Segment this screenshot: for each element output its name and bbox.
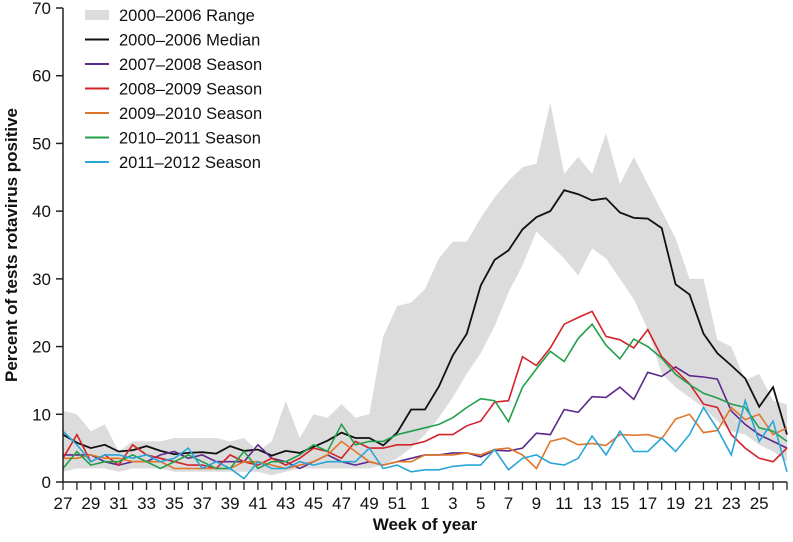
legend: 2000–2006 Range 2000–2006 Median 2007–2008…: [85, 7, 262, 172]
x-tick-label: 43: [276, 494, 295, 513]
x-tick-label: 25: [750, 494, 769, 513]
legend-label: 2008–2009 Season: [119, 81, 262, 99]
x-tick-label: 7: [504, 494, 513, 513]
legend-label: 2009–2010 Season: [119, 105, 262, 123]
x-tick-label: 29: [81, 494, 100, 513]
x-tick-label: 9: [532, 494, 541, 513]
range-band-layer: [63, 102, 787, 476]
x-tick-label: 45: [304, 494, 323, 513]
series-line-2010-2011-season: [62, 322, 788, 470]
x-tick-label: 33: [137, 494, 156, 513]
series-line-2000-2006-median: [62, 189, 788, 457]
x-tick-label: 1: [420, 494, 429, 513]
x-tick-label: 11: [555, 494, 573, 513]
series-line-2011-2012-season: [62, 397, 788, 480]
x-tick-label: 27: [54, 494, 73, 513]
x-tick-label: 3: [448, 494, 457, 513]
legend-item-2007-2008-season: 2007–2008 Season: [85, 56, 262, 74]
y-tick-label: 40: [32, 202, 51, 221]
x-tick-label: 21: [694, 494, 713, 513]
x-tick-label: 15: [610, 494, 629, 513]
x-tick-label: 31: [109, 494, 128, 513]
x-ticks: 27 29 31 33 35 37 39 41 43 45 47 49 51 1 3 5 7 9 11 13 15 17 1…: [54, 482, 788, 513]
series-line-2009-2010-season: [63, 406, 788, 470]
series-line-2008-2009-season: [62, 310, 788, 470]
y-ticks: 0 10 20 30 40 50 60 70: [32, 0, 63, 492]
x-axis-title: Week of year: [373, 515, 478, 534]
y-tick-label: 20: [32, 338, 51, 357]
legend-item-2011-2012-season: 2011–2012 Season: [85, 154, 261, 172]
y-tick-label: 50: [32, 134, 51, 153]
x-tick-label: 47: [332, 494, 351, 513]
y-tick-label: 30: [32, 270, 51, 289]
y-tick-label: 70: [32, 0, 51, 18]
series-layer: [62, 189, 788, 480]
x-tick-label: 13: [583, 494, 602, 513]
x-tick-label: 41: [248, 494, 267, 513]
legend-item-2009-2010-season: 2009–2010 Season: [85, 105, 262, 123]
legend-label: 2011–2012 Season: [119, 154, 261, 172]
legend-item-2010-2011-season: 2010–2011 Season: [85, 130, 261, 148]
y-tick-label: 60: [32, 67, 51, 86]
legend-label: 2010–2011 Season: [119, 130, 261, 148]
x-tick-label: 51: [388, 494, 407, 513]
x-tick-label: 37: [193, 494, 212, 513]
x-tick-label: 23: [722, 494, 741, 513]
x-tick-label: 5: [476, 494, 485, 513]
x-tick-label: 17: [638, 494, 657, 513]
legend-item-2000-2006-median: 2000–2006 Median: [85, 32, 260, 50]
legend-item-2000-2006-range: 2000–2006 Range: [85, 7, 255, 25]
x-tick-label: 39: [221, 494, 240, 513]
range-band: [63, 102, 787, 476]
y-tick-label: 10: [32, 405, 51, 424]
legend-label: 2000–2006 Median: [119, 32, 260, 50]
x-tick-label: 49: [360, 494, 379, 513]
y-axis-title: Percent of tests rotavirus positive: [2, 108, 21, 382]
legend-label: 2000–2006 Range: [119, 7, 255, 25]
x-tick-label: 19: [666, 494, 685, 513]
legend-label: 2007–2008 Season: [119, 56, 262, 74]
legend-swatch: [85, 10, 109, 20]
x-tick-label: 35: [165, 494, 184, 513]
y-tick-label: 0: [42, 473, 51, 492]
legend-item-2008-2009-season: 2008–2009 Season: [85, 81, 262, 99]
